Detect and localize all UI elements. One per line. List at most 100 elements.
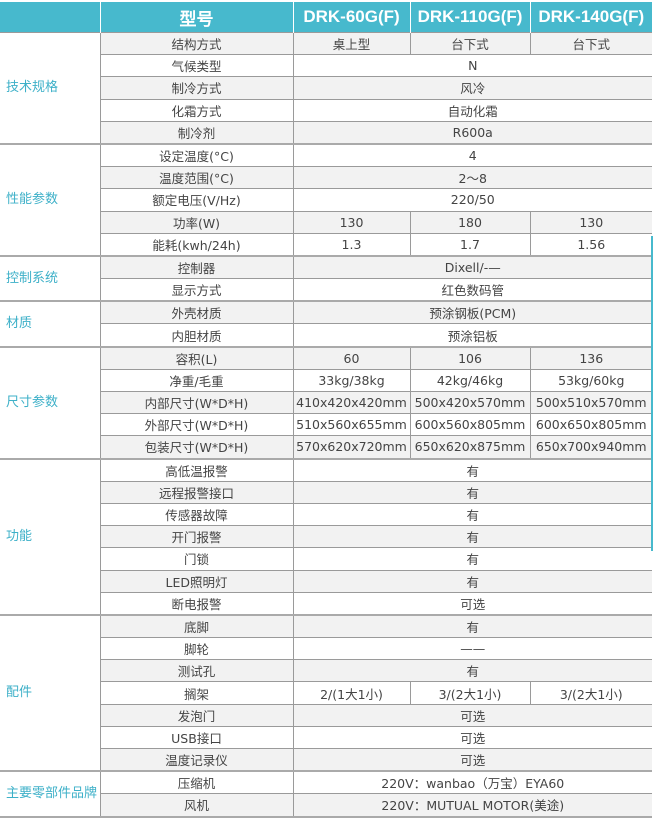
category-cell: 性能参数 xyxy=(0,143,101,257)
table-row: 能耗(kwh/24h) 1.3 1.7 1.56 xyxy=(0,232,652,257)
table-row: 额定电压(V/Hz) 220/50 xyxy=(0,188,652,212)
row-label: 内部尺寸(W*D*H) xyxy=(99,390,294,415)
row-label: 高低温报警 xyxy=(99,458,294,482)
row-label: 断电报警 xyxy=(99,591,294,616)
value-cell: 3/(2大1小) xyxy=(409,681,531,705)
table-row: USB接口 可选 xyxy=(0,725,652,750)
value-cell: 有 xyxy=(292,502,652,527)
row-label: 远程报警接口 xyxy=(99,480,294,504)
row-label: 底脚 xyxy=(99,614,294,639)
scrollbar[interactable] xyxy=(651,236,653,551)
value-cell: 2/(1大1小) xyxy=(292,681,411,705)
header-model-label: 型号 xyxy=(99,2,293,33)
table-row: 外部尺寸(W*D*H) 510x560x655mm 600x560x805mm 600… xyxy=(0,413,652,437)
row-label: 风机 xyxy=(99,793,294,818)
row-label: 能耗(kwh/24h) xyxy=(99,232,294,257)
row-label: 控制器 xyxy=(99,255,294,280)
table-row: 内胆材质 预涂铝板 xyxy=(0,323,652,348)
value-cell: 130 xyxy=(292,210,411,234)
value-cell: 220/50 xyxy=(292,188,652,212)
table-row: 净重/毛重 33kg/38kg 42kg/46kg 53kg/60kg xyxy=(0,368,652,393)
row-label: 发泡门 xyxy=(99,703,294,727)
header-row: 型号 DRK-60G(F) DRK-110G(F) DRK-140G(F) xyxy=(0,2,652,33)
row-label: 设定温度(°C) xyxy=(99,143,294,168)
value-cell: 有 xyxy=(292,659,652,683)
table-row: 脚轮 —— xyxy=(0,637,652,661)
category-cell: 主要零部件品牌 xyxy=(0,770,101,818)
value-cell: 有 xyxy=(292,458,652,482)
row-label: 外部尺寸(W*D*H) xyxy=(99,413,294,437)
value-cell: 4 xyxy=(292,143,652,168)
value-cell: 220V：MUTUAL MOTOR(美途) xyxy=(292,793,652,818)
value-cell: —— xyxy=(292,637,652,661)
value-cell: 自动化霜 xyxy=(292,98,652,122)
value-cell: 600x650x805mm xyxy=(529,413,652,437)
value-cell: 台下式 xyxy=(529,31,652,56)
row-label: 传感器故障 xyxy=(99,502,294,527)
table-row: 制冷方式 风冷 xyxy=(0,76,652,100)
value-cell: 33kg/38kg xyxy=(292,368,411,393)
value-cell: 500x510x570mm xyxy=(529,390,652,415)
row-label: 气候类型 xyxy=(99,54,294,78)
category-cell: 功能 xyxy=(0,458,101,616)
row-label: 测试孔 xyxy=(99,659,294,683)
header-model-2: DRK-110G(F) xyxy=(409,2,530,33)
table-row: 控制系统 控制器 Dixell/-— xyxy=(0,255,652,303)
value-cell: 600x560x805mm xyxy=(409,413,531,437)
value-cell: 220V：wanbao（万宝）EYA60 xyxy=(292,770,652,795)
row-label: 制冷方式 xyxy=(99,76,294,100)
table-row: 技术规格 结构方式 桌上型 台下式 台下式 xyxy=(0,31,652,145)
value-cell: Dixell/-— xyxy=(292,255,652,280)
table-row: 温度记录仪 可选 xyxy=(0,748,652,773)
value-cell: 可选 xyxy=(292,748,652,773)
value-cell: 可选 xyxy=(292,725,652,750)
row-label: 容积(L) xyxy=(99,346,294,370)
value-cell: 106 xyxy=(409,346,531,370)
value-cell: 台下式 xyxy=(409,31,531,56)
value-cell: 1.7 xyxy=(409,232,531,257)
value-cell: 570x620x720mm xyxy=(292,435,411,460)
value-cell: 红色数码管 xyxy=(292,278,652,303)
category-cell: 尺寸参数 xyxy=(0,346,101,460)
table-row: 测试孔有 xyxy=(0,659,652,683)
header-model-1: DRK-60G(F) xyxy=(292,2,410,33)
row-label: 显示方式 xyxy=(99,278,294,303)
table-row: 温度范围(°C) 2～8 xyxy=(0,166,652,190)
value-cell: 有 xyxy=(292,525,652,549)
table-row: LED照明灯有 xyxy=(0,569,652,593)
value-cell: 650x700x940mm xyxy=(529,435,652,460)
table-row: 功能 高低温报警有 xyxy=(0,458,652,616)
header-model-3: DRK-140G(F) xyxy=(529,2,652,33)
table-row: 性能参数 设定温度(°C) 4 xyxy=(0,143,652,257)
row-label: 功率(W) xyxy=(99,210,294,234)
row-label: 包装尺寸(W*D*H) xyxy=(99,435,294,460)
category-cell: 材质 xyxy=(0,300,101,348)
row-label: 内胆材质 xyxy=(99,323,294,348)
table-row: 发泡门 可选 xyxy=(0,703,652,727)
value-cell: 136 xyxy=(529,346,652,370)
value-cell: 有 xyxy=(292,547,652,571)
header-blank xyxy=(0,2,100,33)
value-cell: 500x420x570mm xyxy=(409,390,531,415)
table-row: 气候类型 N xyxy=(0,54,652,78)
table-row: 功率(W) 130 180 130 xyxy=(0,210,652,234)
value-cell: 2～8 xyxy=(292,166,652,190)
value-cell: 42kg/46kg xyxy=(409,368,531,393)
value-cell: 650x620x875mm xyxy=(409,435,531,460)
row-label: 开门报警 xyxy=(99,525,294,549)
table-row: 化霜方式 自动化霜 xyxy=(0,98,652,122)
row-label: 化霜方式 xyxy=(99,98,294,122)
table-row: 材质 外壳材质 预涂钢板(PCM) xyxy=(0,300,652,348)
table-row: 尺寸参数 容积(L) 60 106 136 xyxy=(0,346,652,460)
table-row: 包装尺寸(W*D*H) 570x620x720mm 650x620x875mm 650… xyxy=(0,435,652,460)
row-label: 制冷剂 xyxy=(99,120,294,145)
row-label: 压缩机 xyxy=(99,770,294,795)
value-cell: 53kg/60kg xyxy=(529,368,652,393)
category-cell: 技术规格 xyxy=(0,31,101,145)
value-cell: 410x420x420mm xyxy=(292,390,411,415)
row-label: 温度范围(°C) xyxy=(99,166,294,190)
category-cell: 控制系统 xyxy=(0,255,101,303)
row-label: 搁架 xyxy=(99,681,294,705)
value-cell: 有 xyxy=(292,614,652,639)
row-label: 额定电压(V/Hz) xyxy=(99,188,294,212)
